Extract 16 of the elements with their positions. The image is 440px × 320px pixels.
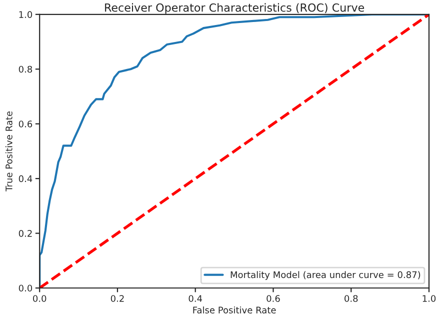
x-axis-title: False Positive Rate (193, 306, 276, 314)
y-tick-label: 0.8 (18, 66, 32, 73)
chart-title: Receiver Operator Characteristics (ROC) Curve (105, 3, 364, 14)
y-tick-label: 0.0 (18, 284, 32, 292)
y-tick-label: 0.2 (18, 230, 32, 237)
x-tick-label: 0.4 (188, 295, 202, 302)
x-tick-label: 0.8 (344, 295, 358, 302)
x-tick-label: 0.6 (266, 295, 280, 302)
y-axis-title: True Positive Rate (5, 111, 12, 192)
y-tick-label: 0.6 (18, 120, 32, 128)
x-tick-label: 0.2 (110, 295, 124, 302)
x-tick-label: 0.0 (33, 295, 46, 302)
y-tick-label: 1.0 (19, 11, 32, 18)
y-tick-label: 0.4 (18, 175, 32, 182)
x-tick-label: 1.0 (422, 295, 436, 302)
legend-label: Mortality Model (area under curve = 0.87) (230, 271, 420, 280)
